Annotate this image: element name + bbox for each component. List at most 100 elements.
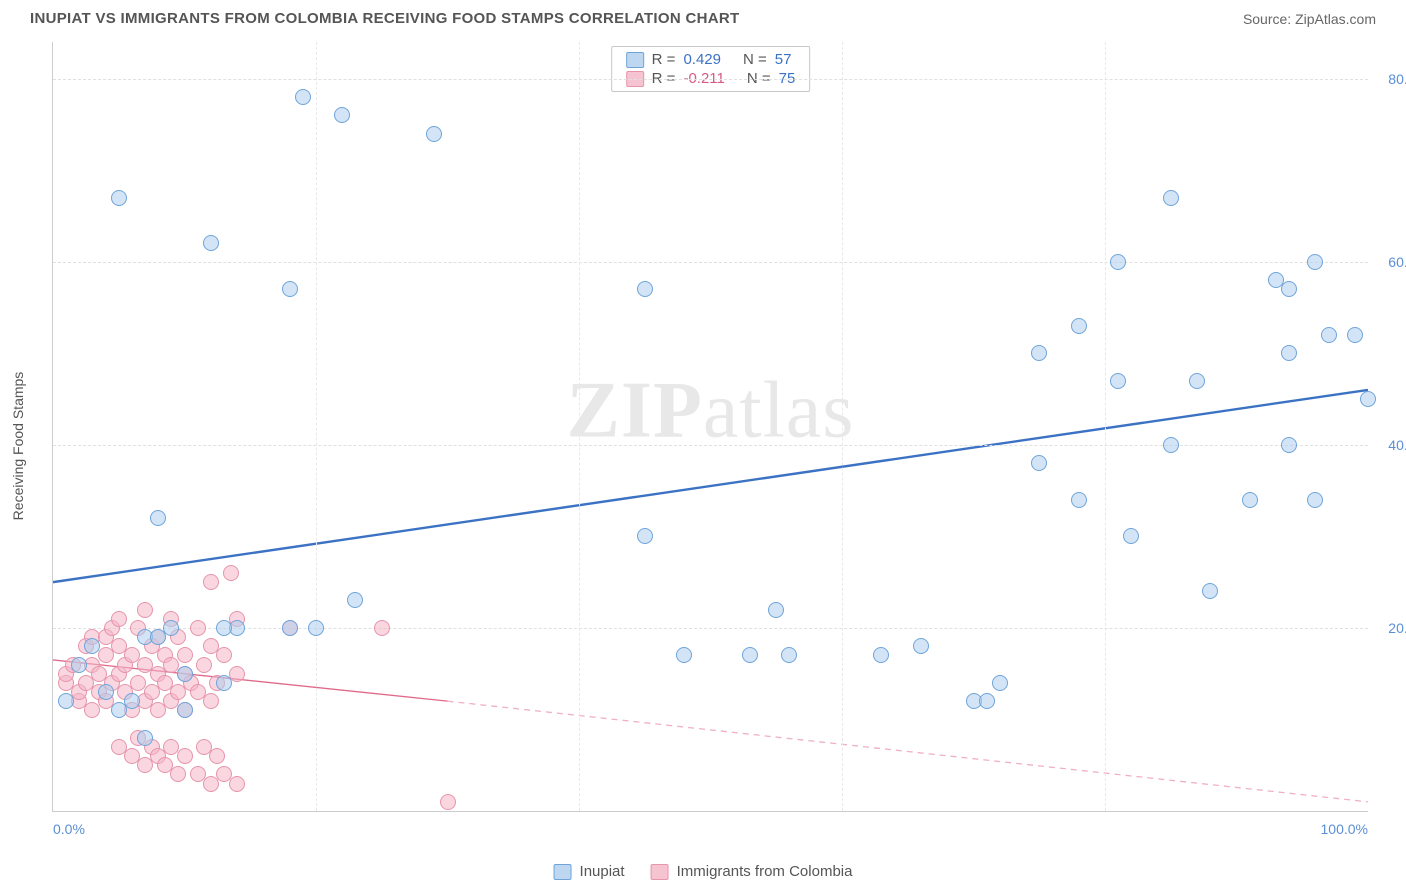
point-inupiat: [1281, 281, 1297, 297]
point-inupiat: [1110, 254, 1126, 270]
xtick-label: 100.0%: [1321, 821, 1368, 837]
point-inupiat: [295, 89, 311, 105]
point-inupiat: [1110, 373, 1126, 389]
point-inupiat: [1360, 391, 1376, 407]
gridline-v: [842, 42, 843, 811]
point-inupiat: [1321, 327, 1337, 343]
point-inupiat: [1307, 254, 1323, 270]
n-value-inupiat: 57: [775, 51, 792, 68]
point-inupiat: [334, 107, 350, 123]
point-inupiat: [111, 190, 127, 206]
point-inupiat: [163, 620, 179, 636]
point-colombia: [440, 794, 456, 810]
point-inupiat: [1202, 583, 1218, 599]
chart-plot-area: ZIPatlas R = 0.429 N = 57 R = -0.211 N =…: [52, 42, 1368, 812]
legend-item-inupiat: Inupiat: [554, 863, 625, 880]
point-inupiat: [216, 675, 232, 691]
point-inupiat: [71, 657, 87, 673]
point-inupiat: [781, 647, 797, 663]
point-inupiat: [742, 647, 758, 663]
swatch-inupiat: [626, 52, 644, 68]
swatch-inupiat-icon: [554, 864, 572, 880]
y-axis-label: Receiving Food Stamps: [10, 372, 26, 521]
chart-title: INUPIAT VS IMMIGRANTS FROM COLOMBIA RECE…: [30, 10, 739, 27]
point-colombia: [177, 748, 193, 764]
ytick-label: 20.0%: [1373, 620, 1406, 636]
point-inupiat: [203, 235, 219, 251]
point-inupiat: [137, 730, 153, 746]
point-inupiat: [347, 592, 363, 608]
point-colombia: [170, 766, 186, 782]
watermark-light: atlas: [703, 367, 855, 455]
point-inupiat: [676, 647, 692, 663]
legend-item-colombia: Immigrants from Colombia: [651, 863, 853, 880]
swatch-colombia-icon: [651, 864, 669, 880]
point-colombia: [229, 776, 245, 792]
point-inupiat: [58, 693, 74, 709]
point-colombia: [137, 602, 153, 618]
gridline-h: [53, 628, 1368, 629]
watermark-bold: ZIP: [567, 367, 703, 455]
point-inupiat: [1163, 437, 1179, 453]
point-colombia: [203, 693, 219, 709]
point-inupiat: [282, 620, 298, 636]
point-inupiat: [1031, 455, 1047, 471]
point-inupiat: [979, 693, 995, 709]
point-colombia: [209, 748, 225, 764]
point-inupiat: [177, 702, 193, 718]
legend-row-inupiat: R = 0.429 N = 57: [626, 50, 796, 69]
r-label: R =: [652, 51, 676, 68]
series-legend: Inupiat Immigrants from Colombia: [554, 863, 853, 880]
point-inupiat: [873, 647, 889, 663]
point-inupiat: [1242, 492, 1258, 508]
point-inupiat: [992, 675, 1008, 691]
point-colombia: [216, 647, 232, 663]
point-inupiat: [1031, 345, 1047, 361]
legend-label-colombia: Immigrants from Colombia: [677, 863, 853, 880]
point-inupiat: [124, 693, 140, 709]
point-colombia: [111, 611, 127, 627]
ytick-label: 80.0%: [1373, 71, 1406, 87]
watermark: ZIPatlas: [567, 366, 855, 457]
point-colombia: [177, 647, 193, 663]
point-inupiat: [637, 528, 653, 544]
point-inupiat: [308, 620, 324, 636]
point-colombia: [374, 620, 390, 636]
point-colombia: [203, 574, 219, 590]
point-inupiat: [1071, 492, 1087, 508]
point-inupiat: [768, 602, 784, 618]
trend-line: [448, 701, 1369, 802]
correlation-legend: R = 0.429 N = 57 R = -0.211 N = 75: [611, 46, 811, 92]
point-colombia: [190, 620, 206, 636]
point-inupiat: [1189, 373, 1205, 389]
point-inupiat: [1281, 437, 1297, 453]
point-inupiat: [216, 620, 232, 636]
point-inupiat: [1347, 327, 1363, 343]
point-colombia: [196, 657, 212, 673]
gridline-v: [1105, 42, 1106, 811]
point-colombia: [223, 565, 239, 581]
n-label: N =: [743, 51, 767, 68]
point-inupiat: [177, 666, 193, 682]
ytick-label: 40.0%: [1373, 437, 1406, 453]
xtick-label: 0.0%: [53, 821, 85, 837]
point-inupiat: [98, 684, 114, 700]
point-inupiat: [1123, 528, 1139, 544]
point-inupiat: [913, 638, 929, 654]
point-inupiat: [84, 638, 100, 654]
r-value-inupiat: 0.429: [683, 51, 721, 68]
gridline-v: [316, 42, 317, 811]
source-credit: Source: ZipAtlas.com: [1243, 11, 1376, 27]
gridline-h: [53, 262, 1368, 263]
gridline-h: [53, 79, 1368, 80]
point-inupiat: [637, 281, 653, 297]
point-inupiat: [1163, 190, 1179, 206]
point-inupiat: [282, 281, 298, 297]
point-inupiat: [1071, 318, 1087, 334]
point-inupiat: [1307, 492, 1323, 508]
legend-label-inupiat: Inupiat: [580, 863, 625, 880]
point-inupiat: [150, 510, 166, 526]
point-inupiat: [426, 126, 442, 142]
point-inupiat: [1281, 345, 1297, 361]
ytick-label: 60.0%: [1373, 254, 1406, 270]
